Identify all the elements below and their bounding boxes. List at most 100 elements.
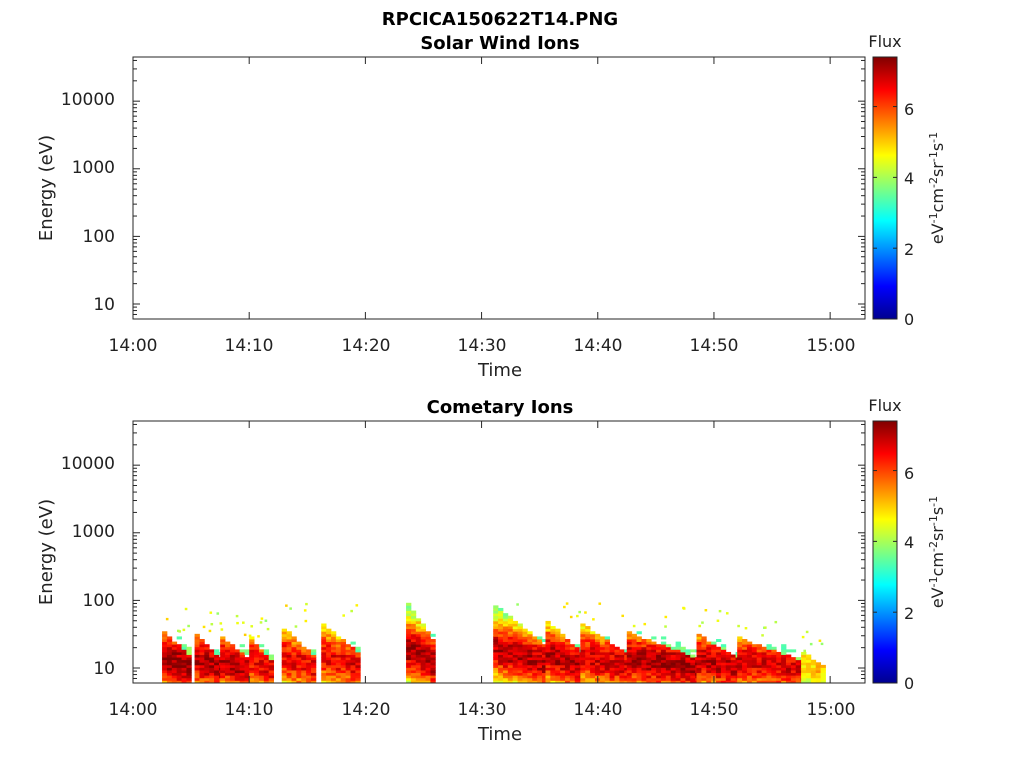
heatmap-cell <box>220 677 226 681</box>
heatmap-cell <box>716 664 722 668</box>
heatmap-cell <box>263 667 270 671</box>
heatmap-cell <box>430 662 436 666</box>
heatmap-cell <box>281 646 287 650</box>
heatmap-cell <box>670 680 677 683</box>
heatmap-cell <box>636 677 642 681</box>
heatmap-cell <box>631 667 637 671</box>
heatmap-cell <box>301 651 307 655</box>
heatmap-cell <box>296 651 302 655</box>
heatmap-cell <box>560 659 566 663</box>
heatmap-cell <box>286 651 292 655</box>
heatmap-cell <box>498 662 504 666</box>
heatmap-cell <box>268 670 274 674</box>
heatmap-cell <box>725 667 732 671</box>
heatmap-cell <box>194 670 200 674</box>
heatmap-cell <box>512 675 518 679</box>
heatmap-cell <box>220 644 226 648</box>
heatmap-cell <box>345 654 351 658</box>
heatmap-cell <box>590 639 596 643</box>
heatmap-cell <box>560 680 566 683</box>
heatmap-cell <box>355 670 361 674</box>
heatmap-cell <box>594 662 601 666</box>
heatmap-cell <box>537 677 543 681</box>
heatmap-cell <box>545 644 551 648</box>
heatmap-cell <box>512 649 518 653</box>
heatmap-cell <box>204 662 210 666</box>
heatmap-cell <box>268 657 274 661</box>
heatmap-cell <box>545 675 551 679</box>
heatmap-cell <box>585 631 591 635</box>
heatmap-cell <box>776 667 782 671</box>
heatmap-cell <box>507 641 514 645</box>
heatmap-speckle <box>342 614 346 617</box>
heatmap-cell <box>502 641 509 645</box>
heatmap-cell <box>585 680 591 683</box>
heatmap-cell <box>214 651 220 655</box>
heatmap-cell <box>229 672 236 676</box>
heatmap-cell <box>410 649 417 653</box>
heatmap-cell <box>766 672 772 676</box>
ytick-label-1: 100 <box>83 227 115 247</box>
heatmap-cell <box>263 672 270 676</box>
heatmap-cell <box>517 636 523 640</box>
heatmap-cell <box>537 657 543 661</box>
heatmap-cell <box>220 667 226 671</box>
heatmap-cell <box>696 670 702 674</box>
heatmap-cell <box>321 680 327 683</box>
heatmap-cell <box>194 651 200 655</box>
heatmap-cell <box>296 667 302 671</box>
heatmap-cell <box>626 651 633 655</box>
heatmap-cell <box>507 654 514 658</box>
heatmap-cell <box>574 659 581 663</box>
heatmap-cell <box>220 664 226 668</box>
heatmap-cell <box>311 654 317 658</box>
heatmap-cell <box>810 672 817 676</box>
heatmap-cell <box>685 659 691 663</box>
heatmap-cell <box>785 659 792 663</box>
heatmap-cell <box>493 649 499 653</box>
heatmap-cell <box>574 670 581 674</box>
heatmap-cell <box>291 639 297 643</box>
colorbar-tick-0: 0 <box>904 674 914 693</box>
heatmap-cell <box>580 654 586 658</box>
panel-title-solar-wind: Solar Wind Ions <box>420 33 579 54</box>
colorbar-solar-wind: Flux 0 2 4 6 eV-1cm-2sr-1s-1 <box>868 32 947 329</box>
heatmap-cell <box>286 664 292 668</box>
heatmap-cell <box>244 667 250 671</box>
heatmap-cell <box>646 680 652 683</box>
heatmap-cell <box>604 641 611 645</box>
heatmap-cell <box>410 664 417 668</box>
heatmap-cell <box>776 672 782 676</box>
xtick-label-5: 14:50 <box>690 700 739 720</box>
heatmap-cell <box>771 659 777 663</box>
heatmap-speckle <box>208 629 212 633</box>
heatmap-cell <box>171 659 178 663</box>
heatmap-cell <box>569 662 576 666</box>
heatmap-cell <box>335 639 342 643</box>
heatmap-cell <box>706 667 712 671</box>
heatmap-cell <box>527 633 533 637</box>
heatmap-cell <box>656 672 662 676</box>
heatmap-cell <box>680 672 686 676</box>
heatmap-speckle <box>716 619 720 622</box>
heatmap-cell <box>545 631 551 635</box>
heatmap-cell <box>665 649 672 653</box>
heatmap-cell <box>555 654 561 658</box>
heatmap-cell <box>795 672 802 676</box>
heatmap-cell <box>716 646 722 650</box>
heatmap-cell <box>502 620 509 624</box>
heatmap-cell <box>406 639 412 643</box>
heatmap-cell <box>641 672 647 676</box>
heatmap-cell <box>580 628 586 632</box>
heatmap-cell <box>286 636 292 640</box>
heatmap-cell <box>229 664 236 668</box>
heatmap-cell <box>781 649 787 653</box>
heatmap-cell <box>244 670 250 674</box>
heatmap-cell <box>306 667 312 671</box>
heatmap-cell <box>281 644 287 648</box>
heatmap-cell <box>746 664 753 668</box>
heatmap-cell <box>181 677 187 681</box>
heatmap-cell <box>512 677 518 681</box>
heatmap-cell <box>493 654 499 658</box>
heatmap-cell <box>609 664 615 668</box>
